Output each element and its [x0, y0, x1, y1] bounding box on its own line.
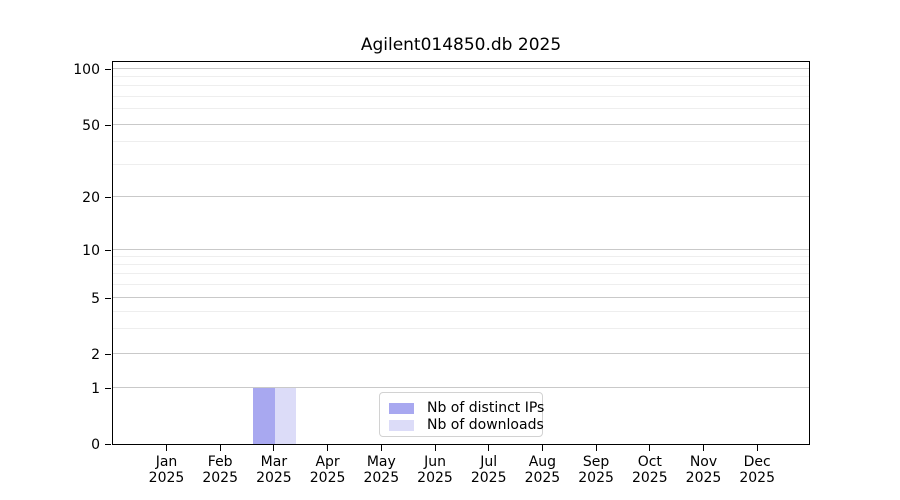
x-tick-mark — [219, 445, 221, 451]
gridline-major — [113, 353, 809, 354]
gridline-minor — [113, 263, 809, 265]
x-tick-mark — [541, 445, 543, 451]
gridline-minor — [113, 255, 809, 257]
x-tick-label: Apr 2025 — [309, 454, 346, 486]
legend: Nb of distinct IPs Nb of downloads — [379, 392, 545, 437]
gridline-major — [113, 196, 809, 197]
y-tick-mark — [105, 68, 111, 70]
gridline-minor — [113, 108, 809, 110]
bar-downloads — [274, 388, 297, 444]
y-tick-label: 100 — [73, 61, 100, 78]
x-tick-mark — [380, 445, 382, 451]
plot-area: Nb of distinct IPs Nb of downloads — [112, 61, 810, 445]
x-tick-label: Jul 2025 — [470, 454, 507, 486]
gridline-minor — [113, 75, 809, 77]
gridline-minor — [113, 140, 809, 142]
gridline-minor — [113, 85, 809, 86]
x-tick-label: Feb 2025 — [202, 454, 238, 486]
y-tick-mark — [105, 298, 111, 299]
gridline-major — [113, 248, 809, 250]
legend-entry-distinct-ips: Nb of distinct IPs — [389, 400, 545, 416]
x-tick-mark — [166, 445, 167, 451]
gridline-minor — [113, 310, 809, 312]
x-tick-label: Sep 2025 — [578, 454, 614, 486]
x-tick-label: Mar 2025 — [256, 454, 292, 486]
y-tick-mark — [105, 444, 111, 445]
y-tick-label: 5 — [91, 291, 100, 307]
bar-distinct-ips — [253, 388, 275, 444]
x-tick-label: Aug 2025 — [524, 454, 561, 486]
x-tick-label: Dec 2025 — [739, 454, 775, 486]
y-tick-mark — [105, 354, 111, 355]
y-tick-label: 10 — [82, 242, 100, 259]
y-tick-mark — [105, 388, 111, 389]
legend-label-downloads: Nb of downloads — [427, 417, 544, 433]
legend-swatch-distinct-ips — [389, 402, 414, 414]
chart-title: Agilent014850.db 2025 — [360, 35, 562, 55]
x-tick-label: Oct 2025 — [631, 454, 668, 486]
y-tick-label: 1 — [91, 381, 100, 397]
x-tick-mark — [756, 445, 758, 451]
y-tick-label: 20 — [82, 190, 100, 206]
gridline-minor — [113, 284, 809, 285]
legend-entry-downloads: Nb of downloads — [389, 417, 544, 433]
x-tick-mark — [595, 445, 597, 451]
legend-label-distinct-ips: Nb of distinct IPs — [427, 400, 545, 416]
x-tick-mark — [649, 445, 651, 451]
x-tick-label: May 2025 — [363, 454, 400, 486]
y-tick-mark — [105, 249, 111, 251]
y-tick-mark — [105, 197, 111, 198]
x-tick-label: Jun 2025 — [417, 454, 453, 486]
x-tick-mark — [273, 445, 275, 451]
x-tick-mark — [434, 445, 436, 451]
x-tick-mark — [327, 445, 329, 451]
y-tick-label: 2 — [91, 347, 100, 363]
legend-swatch-downloads — [389, 419, 414, 431]
gridline-minor — [113, 273, 809, 275]
x-tick-mark — [488, 445, 490, 451]
gridline-major — [113, 67, 809, 69]
gridline-major — [113, 123, 809, 125]
gridline-major — [113, 297, 809, 298]
gridline-minor — [113, 328, 809, 330]
gridline-major — [113, 387, 809, 388]
x-tick-label: Nov 2025 — [685, 454, 722, 486]
y-tick-label: 0 — [91, 437, 100, 453]
x-tick-mark — [703, 445, 704, 451]
x-tick-label: Jan 2025 — [148, 454, 185, 486]
y-tick-label: 50 — [82, 117, 100, 134]
y-tick-mark — [105, 124, 111, 126]
gridline-minor — [113, 95, 809, 97]
gridline-minor — [113, 163, 809, 165]
